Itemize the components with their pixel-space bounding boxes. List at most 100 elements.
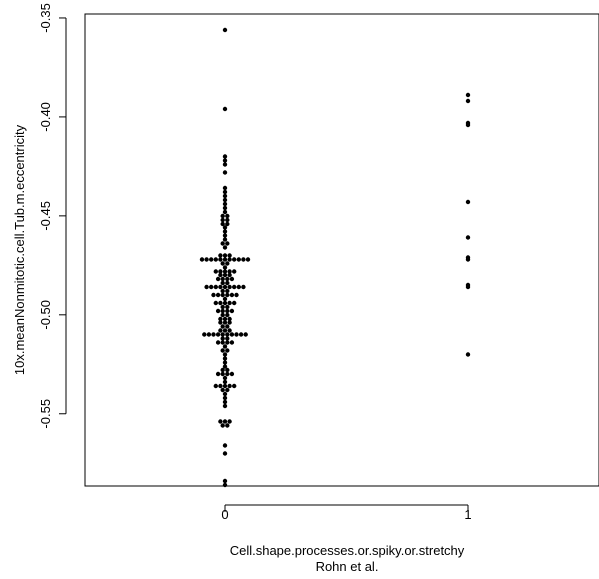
data-point	[218, 300, 223, 306]
data-point	[227, 383, 232, 389]
data-point	[227, 253, 232, 258]
data-point	[225, 348, 230, 353]
data-point	[225, 324, 230, 329]
data-point	[232, 257, 237, 262]
data-point	[225, 387, 230, 393]
x-tick-label: 1	[464, 507, 471, 522]
data-point	[222, 328, 228, 333]
data-point	[222, 158, 228, 163]
data-point	[222, 364, 228, 369]
data-point	[225, 312, 230, 318]
data-point	[229, 371, 235, 377]
data-point	[222, 170, 228, 175]
data-point	[220, 371, 225, 377]
data-point	[220, 336, 225, 341]
y-axis: -0.35 -0.40 -0.45 -0.50 -0.55	[38, 3, 67, 429]
data-point	[225, 367, 230, 373]
data-point	[220, 261, 225, 266]
data-point	[465, 284, 471, 290]
data-point	[220, 288, 225, 294]
data-point	[218, 253, 223, 258]
data-point	[238, 332, 244, 337]
data-point	[222, 237, 228, 242]
data-point	[225, 304, 230, 310]
data-point	[225, 292, 230, 298]
y-axis-label: 10x.meanNonmitotic.cell.Tub.m.eccentrici…	[12, 124, 27, 375]
data-point	[220, 217, 225, 223]
data-point	[220, 423, 225, 428]
data-point	[222, 257, 228, 262]
data-point	[222, 27, 228, 33]
data-point	[204, 284, 209, 290]
data-point	[220, 304, 225, 310]
data-point	[220, 332, 225, 337]
data-point	[222, 399, 228, 405]
data-point	[213, 300, 218, 306]
data-point	[222, 300, 228, 306]
data-point	[222, 391, 228, 397]
data-point	[218, 272, 223, 278]
data-point	[202, 332, 207, 337]
data-point	[222, 403, 228, 409]
data-point	[222, 185, 228, 191]
data-point	[225, 423, 230, 428]
data-point	[222, 189, 228, 195]
data-point	[218, 328, 223, 333]
data-point	[222, 478, 228, 484]
x-tick-label: 0	[221, 507, 228, 522]
y-tick-label: -0.50	[38, 300, 53, 330]
data-point	[218, 320, 223, 325]
data-point	[225, 276, 230, 282]
data-point	[222, 201, 228, 207]
data-point	[225, 336, 230, 341]
data-point	[220, 241, 225, 246]
data-point	[222, 205, 228, 211]
data-point	[215, 332, 221, 337]
data-point	[225, 280, 230, 286]
data-point	[225, 371, 230, 377]
data-point	[215, 371, 221, 377]
data-point	[229, 332, 235, 337]
data-point	[220, 276, 225, 282]
data-point	[222, 245, 228, 250]
data-point	[227, 316, 232, 322]
data-point	[465, 352, 471, 357]
data-point	[220, 213, 225, 219]
data-point	[222, 383, 228, 389]
data-point	[225, 261, 230, 266]
data-point	[222, 296, 228, 302]
data-point	[222, 344, 228, 349]
data-point	[241, 284, 246, 290]
data-point	[234, 292, 239, 298]
data-point	[227, 300, 232, 306]
data-point	[215, 292, 221, 298]
data-point	[222, 284, 228, 290]
data-point	[222, 395, 228, 401]
data-point	[218, 316, 223, 322]
data-point	[222, 443, 228, 448]
data-point	[227, 419, 232, 424]
data-point	[204, 257, 209, 262]
data-point	[218, 383, 223, 389]
data-point	[227, 328, 232, 333]
data-point	[232, 284, 237, 290]
data-point	[222, 106, 228, 112]
data-point	[220, 340, 225, 345]
data-point	[222, 209, 228, 215]
data-point	[222, 419, 228, 424]
data-point	[213, 257, 218, 262]
data-point	[229, 340, 235, 345]
data-point	[227, 284, 232, 290]
data-point	[218, 284, 223, 290]
data-point	[211, 292, 216, 298]
data-point	[234, 332, 239, 337]
data-point	[465, 199, 471, 205]
data-point	[236, 257, 241, 262]
data-point	[220, 312, 225, 318]
data-point	[465, 92, 471, 98]
data-point	[225, 217, 230, 223]
data-point	[220, 280, 225, 286]
data-point	[220, 308, 225, 314]
